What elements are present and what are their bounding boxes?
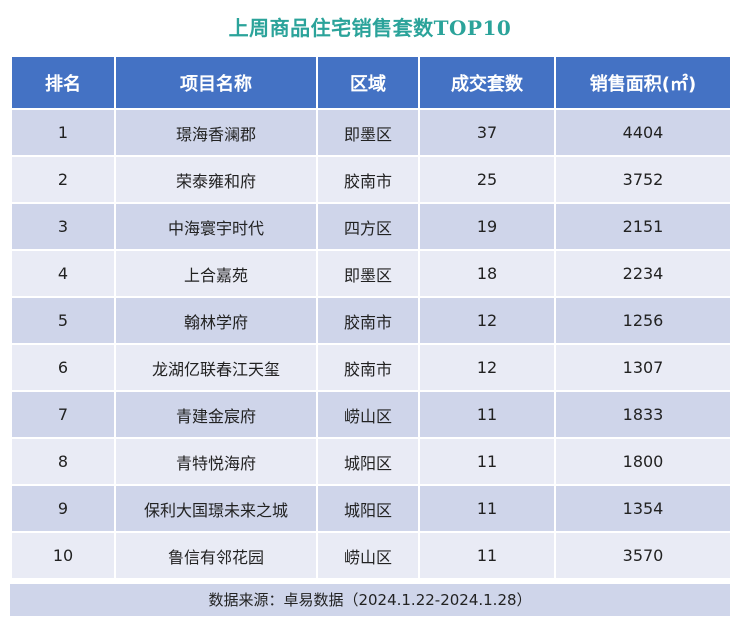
cell-units-sold: 12 <box>418 296 556 345</box>
cell-rank: 3 <box>10 202 116 251</box>
cell-district: 胶南市 <box>316 296 420 345</box>
cell-sales-area: 2234 <box>554 249 732 298</box>
cell-district: 城阳区 <box>316 437 420 486</box>
table-row: 1 璟海香澜郡 即墨区 37 4404 <box>10 108 732 157</box>
header-district: 区域 <box>316 55 420 110</box>
cell-sales-area: 1256 <box>554 296 732 345</box>
cell-units-sold: 18 <box>418 249 556 298</box>
cell-units-sold: 19 <box>418 202 556 251</box>
table-row: 4 上合嘉苑 即墨区 18 2234 <box>10 249 732 298</box>
cell-sales-area: 2151 <box>554 202 732 251</box>
cell-district: 即墨区 <box>316 249 420 298</box>
cell-sales-area: 1354 <box>554 484 732 533</box>
cell-rank: 10 <box>10 531 116 580</box>
cell-sales-area: 3570 <box>554 531 732 580</box>
header-project-name: 项目名称 <box>114 55 318 110</box>
cell-units-sold: 11 <box>418 437 556 486</box>
cell-rank: 5 <box>10 296 116 345</box>
table-row: 2 荣泰雍和府 胶南市 25 3752 <box>10 155 732 204</box>
cell-sales-area: 1307 <box>554 343 732 392</box>
table-row: 5 翰林学府 胶南市 12 1256 <box>10 296 732 345</box>
table-row: 8 青特悦海府 城阳区 11 1800 <box>10 437 732 486</box>
cell-district: 胶南市 <box>316 343 420 392</box>
sales-ranking-table: 排名 项目名称 区域 成交套数 销售面积(㎡) 1 璟海香澜郡 即墨区 37 4404 2… <box>10 55 732 580</box>
table-row: 3 中海寰宇时代 四方区 19 2151 <box>10 202 732 251</box>
cell-units-sold: 12 <box>418 343 556 392</box>
cell-rank: 2 <box>10 155 116 204</box>
cell-district: 城阳区 <box>316 484 420 533</box>
cell-rank: 8 <box>10 437 116 486</box>
cell-district: 崂山区 <box>316 390 420 439</box>
cell-units-sold: 11 <box>418 484 556 533</box>
cell-project-name: 璟海香澜郡 <box>114 108 318 157</box>
header-rank: 排名 <box>10 55 116 110</box>
data-source-note: 数据来源：卓易数据（2024.1.22-2024.1.28） <box>10 582 730 616</box>
table-title: 上周商品住宅销售套数TOP10 <box>228 16 512 40</box>
cell-rank: 4 <box>10 249 116 298</box>
header-units-sold: 成交套数 <box>418 55 556 110</box>
cell-project-name: 青特悦海府 <box>114 437 318 486</box>
cell-units-sold: 11 <box>418 531 556 580</box>
cell-project-name: 青建金宸府 <box>114 390 318 439</box>
cell-sales-area: 1800 <box>554 437 732 486</box>
header-sales-area: 销售面积(㎡) <box>554 55 732 110</box>
cell-project-name: 龙湖亿联春江天玺 <box>114 343 318 392</box>
cell-rank: 9 <box>10 484 116 533</box>
table-row: 9 保利大国璟未来之城 城阳区 11 1354 <box>10 484 732 533</box>
cell-project-name: 翰林学府 <box>114 296 318 345</box>
cell-district: 四方区 <box>316 202 420 251</box>
cell-district: 即墨区 <box>316 108 420 157</box>
cell-rank: 1 <box>10 108 116 157</box>
cell-project-name: 荣泰雍和府 <box>114 155 318 204</box>
cell-sales-area: 3752 <box>554 155 732 204</box>
table-row: 7 青建金宸府 崂山区 11 1833 <box>10 390 732 439</box>
table-body: 1 璟海香澜郡 即墨区 37 4404 2 荣泰雍和府 胶南市 25 3752 3 中海寰宇时代 四方区… <box>10 108 732 580</box>
cell-district: 胶南市 <box>316 155 420 204</box>
cell-project-name: 上合嘉苑 <box>114 249 318 298</box>
cell-project-name: 鲁信有邻花园 <box>114 531 318 580</box>
cell-sales-area: 4404 <box>554 108 732 157</box>
cell-sales-area: 1833 <box>554 390 732 439</box>
cell-rank: 6 <box>10 343 116 392</box>
cell-units-sold: 25 <box>418 155 556 204</box>
cell-units-sold: 11 <box>418 390 556 439</box>
table-row: 10 鲁信有邻花园 崂山区 11 3570 <box>10 531 732 580</box>
table-row: 6 龙湖亿联春江天玺 胶南市 12 1307 <box>10 343 732 392</box>
cell-project-name: 保利大国璟未来之城 <box>114 484 318 533</box>
cell-project-name: 中海寰宇时代 <box>114 202 318 251</box>
cell-rank: 7 <box>10 390 116 439</box>
cell-district: 崂山区 <box>316 531 420 580</box>
cell-units-sold: 37 <box>418 108 556 157</box>
header-row: 排名 项目名称 区域 成交套数 销售面积(㎡) <box>10 55 732 110</box>
